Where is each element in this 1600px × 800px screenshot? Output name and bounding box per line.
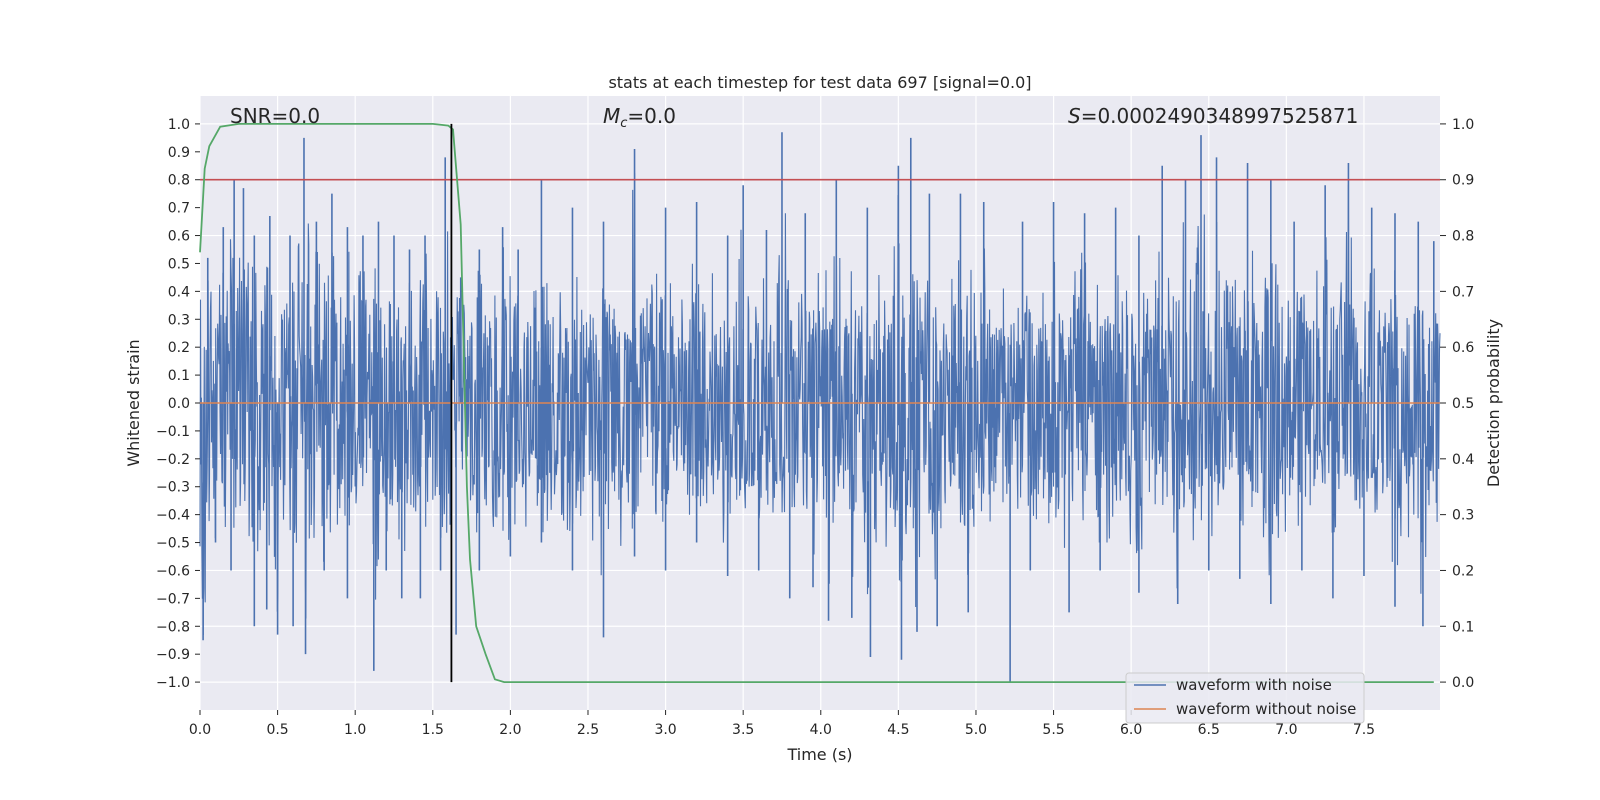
detection-probability-line: [199, 123, 1434, 683]
x-tick-label: 3.5: [732, 722, 754, 738]
y-left-tick-label: −0.8: [156, 619, 190, 635]
y-left-tick-label: 0.8: [168, 173, 190, 189]
x-tick-label: 6.5: [1198, 722, 1220, 738]
y-left-tick-label: −1.0: [156, 675, 190, 691]
x-tick-label: 1.5: [422, 722, 444, 738]
y-left-tick-label: −0.3: [156, 480, 190, 496]
y-right-tick-label: 0.6: [1452, 340, 1474, 356]
snr-annotation: SNR=0.0: [230, 104, 320, 128]
y-axis-label-left: Whitened strain: [124, 339, 143, 466]
y-left-tick-label: −0.5: [156, 536, 190, 552]
y-left-tick-label: 1.0: [168, 117, 190, 133]
series-lines: [199, 123, 1440, 683]
x-tick-label: 5.0: [965, 722, 987, 738]
y-right-tick-label: 0.7: [1452, 284, 1474, 300]
chirp-mass-annotation: Mc=0.0: [603, 104, 676, 131]
y-left-tick-label: 0.4: [168, 284, 190, 300]
chart-title: stats at each timestep for test data 697…: [608, 73, 1031, 92]
x-tick-label: 2.5: [577, 722, 599, 738]
x-tick-label: 0.0: [189, 722, 211, 738]
y-left-tick-label: −0.4: [156, 508, 190, 524]
x-tick-label: 5.5: [1042, 722, 1064, 738]
x-tick-label: 3.0: [654, 722, 676, 738]
y-right-tick-label: 0.3: [1452, 508, 1474, 524]
y-right-tick-label: 0.8: [1452, 229, 1474, 245]
y-left-tick-label: −0.6: [156, 563, 190, 579]
y-left-tick-label: −0.7: [156, 591, 190, 607]
x-tick-label: 7.5: [1353, 722, 1375, 738]
waveform-with-noise-line: [199, 173, 1441, 636]
legend-label-clean: waveform without noise: [1176, 700, 1356, 718]
y-left-tick-label: 0.1: [168, 368, 190, 384]
y-left-tick-label: 0.7: [168, 201, 190, 217]
y-left-tick-label: 0.2: [168, 340, 190, 356]
x-tick-label: 4.5: [887, 722, 909, 738]
x-tick-label: 1.0: [344, 722, 366, 738]
y-right-tick-label: 1.0: [1452, 117, 1474, 133]
x-tick-label: 0.5: [266, 722, 288, 738]
y-right-tick-label: 0.2: [1452, 563, 1474, 579]
y-left-tick-label: 0.9: [168, 145, 190, 161]
legend-box: [1125, 672, 1365, 724]
x-tick-label: 6.0: [1120, 722, 1142, 738]
mc-symbol: M: [603, 104, 620, 128]
y-axis-label-right: Detection probability: [1484, 319, 1503, 487]
x-axis-label: Time (s): [786, 745, 852, 764]
y-left-tick-label: 0.6: [168, 229, 190, 245]
s-value: =0.0002490348997525871: [1081, 104, 1359, 128]
mc-subscript: c: [620, 116, 627, 131]
x-tick-label: 4.0: [810, 722, 832, 738]
y-right-tick-label: 0.1: [1452, 619, 1474, 635]
legend-label-noise: waveform with noise: [1176, 676, 1332, 694]
y-left-tick-label: 0.3: [168, 312, 190, 328]
series-waveform-with-noise: [199, 132, 1441, 683]
mc-value: =0.0: [627, 104, 676, 128]
y-right-tick-label: 0.0: [1452, 675, 1474, 691]
y-right-tick-label: 0.9: [1452, 173, 1474, 189]
y-left-tick-label: −0.9: [156, 647, 190, 663]
x-tick-label: 7.0: [1275, 722, 1297, 738]
s-annotation: S=0.0002490348997525871: [1068, 104, 1358, 128]
s-symbol: S: [1068, 104, 1081, 128]
y-left-tick-label: 0.5: [168, 256, 190, 272]
x-tick-label: 2.0: [499, 722, 521, 738]
y-right-tick-label: 0.5: [1452, 396, 1474, 412]
axes: 0.0 0.5 1.0 1.5 2.0 2.5 3.0 3.5 4.0 4.5 5.0 5.5 6.0 6…: [156, 117, 1474, 738]
y-left-tick-label: −0.2: [156, 452, 190, 468]
y-left-tick-label: −0.1: [156, 424, 190, 440]
legend: waveform with noise waveform without noi…: [1125, 672, 1365, 724]
y-right-tick-label: 0.4: [1452, 452, 1474, 468]
y-left-tick-label: 0.0: [168, 396, 190, 412]
